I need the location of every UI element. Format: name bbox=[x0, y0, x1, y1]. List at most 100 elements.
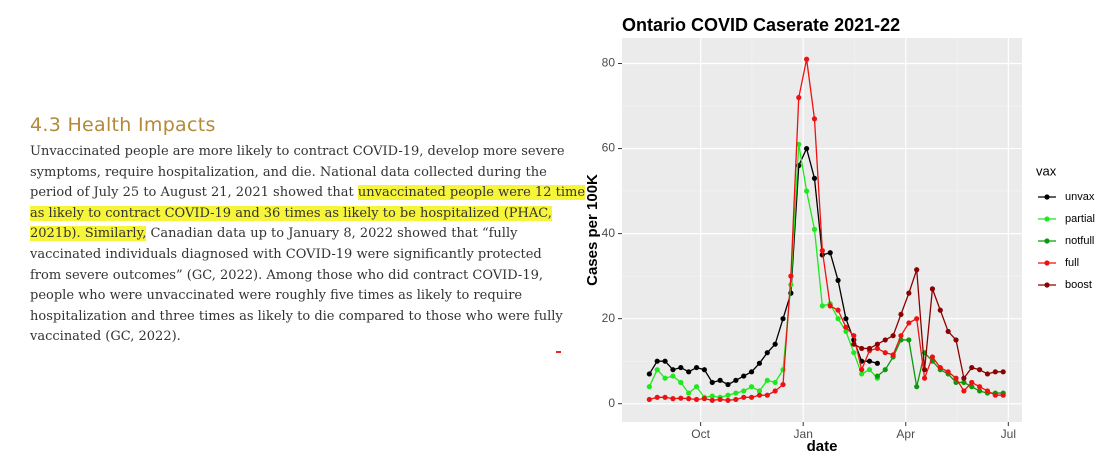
data-point bbox=[827, 303, 833, 309]
data-point bbox=[764, 350, 770, 356]
data-point bbox=[748, 384, 755, 390]
text-line: people who were unvaccinated were roughl… bbox=[30, 286, 570, 307]
data-point bbox=[646, 384, 652, 390]
highlighted-text: as likely to contract COVID-19 and 36 ti… bbox=[30, 205, 552, 221]
data-point bbox=[701, 367, 707, 373]
x-tick-label: Oct bbox=[691, 427, 710, 441]
data-point bbox=[709, 379, 715, 386]
text: people who were unvaccinated were roughl… bbox=[30, 288, 523, 304]
data-point bbox=[654, 394, 660, 400]
data-point bbox=[921, 375, 928, 381]
text-line: vaccinated individuals diagnosed with CO… bbox=[30, 245, 570, 266]
data-point bbox=[748, 369, 755, 375]
data-point bbox=[906, 320, 912, 326]
data-point bbox=[717, 396, 723, 403]
data-point bbox=[780, 381, 786, 388]
data-point bbox=[898, 333, 904, 339]
y-tick-label: 60 bbox=[602, 141, 616, 155]
data-point bbox=[874, 360, 880, 366]
data-point bbox=[921, 367, 928, 373]
data-point bbox=[961, 388, 967, 394]
legend-label: boost bbox=[1065, 279, 1092, 291]
data-point bbox=[906, 337, 912, 343]
data-point bbox=[811, 226, 818, 232]
data-point bbox=[874, 341, 880, 347]
data-point bbox=[819, 303, 825, 309]
data-point bbox=[764, 377, 770, 383]
data-point bbox=[898, 311, 904, 318]
data-point bbox=[764, 392, 770, 398]
data-point bbox=[977, 384, 983, 390]
data-point bbox=[725, 381, 731, 388]
highlighted-text: unvaccinated people were 12 time bbox=[357, 185, 586, 201]
text-line: 2021b). Similarly, Canadian data up to J… bbox=[30, 224, 570, 245]
text: hospitalization and three times as likel… bbox=[30, 308, 563, 324]
data-point bbox=[992, 392, 998, 398]
text: vaccinated (GC, 2022). bbox=[30, 329, 181, 345]
data-point bbox=[882, 367, 888, 373]
data-point bbox=[772, 341, 778, 347]
data-point bbox=[937, 364, 943, 371]
data-point bbox=[788, 273, 794, 279]
text-line: period of July 25 to August 21, 2021 sho… bbox=[30, 183, 586, 204]
x-tick-label: Jul bbox=[1001, 427, 1016, 441]
text-line: from severe outcomes” (GC, 2022). Among … bbox=[30, 266, 570, 287]
data-point bbox=[835, 277, 841, 283]
data-point bbox=[811, 116, 818, 122]
section-heading: 4.3 Health Impacts bbox=[30, 114, 216, 136]
data-point bbox=[929, 286, 936, 292]
text: symptoms, require hospitalization, and d… bbox=[30, 164, 547, 180]
text: vaccinated individuals diagnosed with CO… bbox=[30, 246, 542, 262]
data-point bbox=[819, 248, 825, 254]
data-point bbox=[772, 388, 778, 394]
data-point bbox=[882, 350, 888, 356]
data-point bbox=[914, 316, 920, 322]
data-point bbox=[725, 392, 731, 398]
data-point bbox=[1000, 369, 1006, 375]
data-point bbox=[843, 316, 849, 322]
data-point bbox=[772, 379, 778, 386]
data-point bbox=[945, 369, 951, 375]
data-point bbox=[804, 188, 810, 194]
data-point bbox=[741, 373, 747, 379]
data-point bbox=[835, 316, 841, 322]
text: from severe outcomes” (GC, 2022). Among … bbox=[30, 267, 543, 283]
data-point bbox=[851, 350, 857, 356]
data-point bbox=[874, 373, 880, 379]
data-point bbox=[890, 352, 896, 358]
data-point bbox=[725, 397, 731, 403]
data-point bbox=[678, 379, 684, 386]
data-point bbox=[929, 354, 936, 360]
data-point bbox=[866, 358, 873, 364]
data-point bbox=[977, 388, 983, 394]
data-point bbox=[780, 316, 786, 322]
legend-label: partial bbox=[1065, 213, 1095, 225]
data-point bbox=[882, 337, 888, 343]
legend-title: vax bbox=[1036, 163, 1057, 178]
data-point bbox=[654, 358, 660, 364]
data-point bbox=[977, 367, 983, 373]
data-point bbox=[709, 397, 715, 403]
data-point bbox=[678, 395, 684, 401]
data-point bbox=[662, 358, 668, 364]
data-point bbox=[811, 175, 818, 181]
y-tick-label: 80 bbox=[602, 56, 616, 70]
data-point bbox=[678, 364, 684, 371]
data-point bbox=[701, 396, 707, 402]
document: 4.3 Health Impacts Unvaccinated people a… bbox=[30, 114, 586, 348]
data-point bbox=[804, 145, 810, 152]
data-point bbox=[756, 360, 763, 366]
data-point bbox=[835, 307, 841, 313]
data-point bbox=[906, 290, 912, 296]
data-point bbox=[693, 364, 700, 371]
y-tick-label: 40 bbox=[602, 226, 616, 240]
data-point bbox=[859, 345, 865, 352]
data-point bbox=[961, 375, 967, 381]
data-point bbox=[741, 394, 747, 400]
data-point bbox=[914, 267, 920, 273]
y-axis-label: Cases per 100K bbox=[584, 174, 601, 286]
data-point bbox=[662, 375, 668, 381]
data-point bbox=[953, 337, 959, 343]
